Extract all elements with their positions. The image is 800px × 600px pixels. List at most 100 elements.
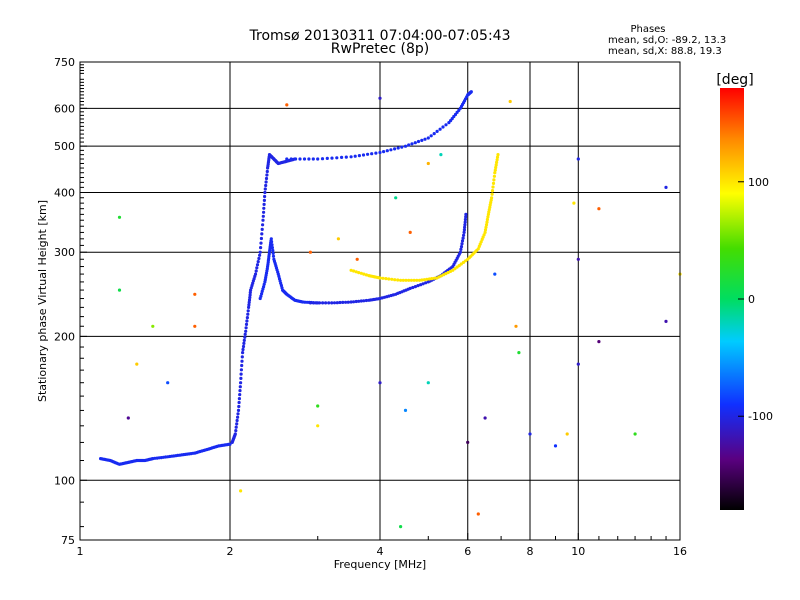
echo-point [242, 341, 246, 345]
echo-point [357, 271, 361, 275]
echo-point [496, 153, 500, 157]
colorbar-tick-label: -100 [748, 410, 773, 423]
y-tick-label: 75 [61, 534, 75, 547]
echo-point [335, 156, 339, 160]
echo-point [382, 150, 386, 154]
echo-point [399, 525, 403, 529]
echo-point [364, 273, 368, 277]
echo-point [492, 178, 496, 182]
echo-point [245, 316, 249, 320]
echo-point [247, 300, 251, 304]
echo-point [409, 278, 413, 282]
echo-point [419, 283, 423, 287]
echo-point [248, 293, 252, 297]
echo-point [335, 301, 339, 305]
echo-point [453, 267, 457, 271]
echo-point [439, 153, 443, 157]
echo-point [487, 208, 491, 212]
echo-point [269, 237, 273, 241]
echo-point [311, 301, 316, 305]
echo-point [491, 181, 496, 185]
echo-point [508, 99, 512, 104]
echo-point [489, 200, 493, 205]
y-tick-label: 100 [54, 474, 75, 487]
echo-point [463, 220, 467, 224]
echo-point [466, 440, 470, 444]
echo-point [664, 185, 668, 189]
echo-point [247, 298, 252, 302]
echo-point [491, 185, 495, 189]
echo-point [435, 129, 439, 133]
echo-point [427, 277, 431, 281]
echo-point [271, 254, 276, 258]
echo-point [166, 381, 170, 385]
echo-point [404, 278, 408, 282]
echo-point [355, 257, 359, 261]
echo-point [378, 276, 382, 280]
echo-point [256, 260, 260, 264]
echo-point [359, 299, 363, 303]
echo-point [307, 157, 311, 161]
echo-point [420, 138, 424, 142]
echo-point [235, 418, 239, 423]
echo-point [426, 136, 430, 140]
echo-point [490, 189, 495, 193]
echo-point [422, 278, 426, 282]
echo-point [490, 196, 494, 200]
echo-point [260, 227, 264, 231]
echo-point [359, 271, 363, 275]
colorbar-label: [deg] [716, 72, 753, 88]
echo-point [240, 355, 244, 359]
echo-point [597, 207, 601, 211]
echo-point [463, 223, 467, 227]
echo-point [233, 432, 237, 436]
echo-point [426, 161, 430, 166]
echo-point [413, 285, 417, 289]
echo-point [485, 217, 489, 222]
x-tick-label: 16 [673, 545, 687, 558]
echo-point [320, 157, 325, 161]
echo-point [254, 269, 258, 273]
x-tick-label: 4 [377, 545, 384, 558]
echo-point [459, 262, 463, 266]
echo-point [476, 512, 480, 516]
echo-point [349, 300, 353, 304]
echo-point [285, 157, 289, 161]
colorbar-ticks: 100 0 -100 [738, 176, 773, 423]
echo-point [308, 301, 312, 305]
echo-point [483, 230, 487, 234]
echo-point [444, 123, 448, 127]
echo-point [424, 281, 428, 285]
echo-point [327, 301, 331, 305]
echo-point [239, 372, 243, 376]
echo-point [460, 242, 464, 246]
echo-point [349, 155, 353, 159]
echo-point [378, 150, 382, 155]
x-tick-label: 10 [571, 545, 585, 558]
echo-point [240, 359, 244, 363]
echo-point [420, 278, 424, 282]
echo-point [257, 256, 261, 261]
echo-point [459, 247, 463, 251]
echo-point [271, 251, 275, 255]
echo-point [244, 329, 248, 333]
echo-point [236, 408, 241, 412]
echo-point [228, 442, 232, 446]
echo-point [262, 210, 266, 214]
x-axis-ticks: 1 2 4 6 8 10 16 [77, 533, 687, 558]
echo-point [389, 148, 393, 152]
x-tick-label: 6 [464, 545, 471, 558]
echo-point [396, 278, 400, 282]
echo-point [495, 158, 499, 162]
y-tick-label: 600 [54, 102, 75, 115]
echo-point [362, 272, 366, 276]
echo-point [408, 230, 412, 234]
echo-point [432, 276, 436, 280]
echo-point [407, 143, 411, 147]
echo-point [271, 248, 275, 253]
echo-point [460, 239, 465, 243]
stats-line-x: mean, sd,X: 88.8, 19.3 [608, 46, 722, 57]
x-tick-label: 2 [227, 545, 234, 558]
echo-point [357, 299, 361, 303]
